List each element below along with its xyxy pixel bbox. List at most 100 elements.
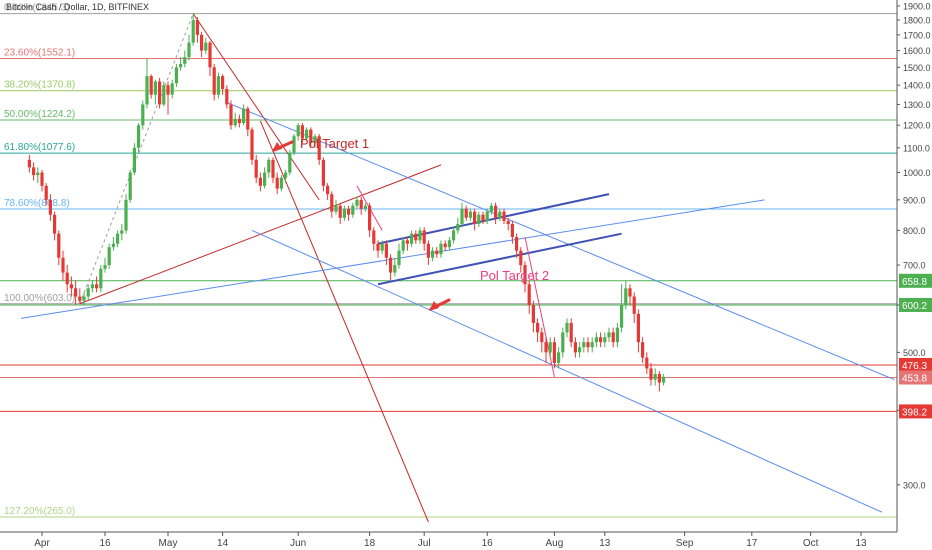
candle-body-88 xyxy=(397,250,401,266)
trendline-5 xyxy=(251,229,883,513)
candle-body-106 xyxy=(473,211,477,225)
candle-body-85 xyxy=(384,243,388,258)
x-tick-label-6: Jul xyxy=(418,538,431,549)
fib-label-0: 0.00%(1845.3) xyxy=(4,3,70,14)
y-tick-label-4: 700.0 xyxy=(903,261,926,271)
trendline-1 xyxy=(192,13,320,201)
candle-body-51 xyxy=(242,108,246,124)
candle-body-5 xyxy=(48,199,52,215)
candle-body-142 xyxy=(624,288,628,306)
candle-body-13 xyxy=(82,296,86,301)
y-tick-label-11: 1400.0 xyxy=(903,81,931,91)
candle-body-125 xyxy=(552,342,556,363)
candle-body-95 xyxy=(426,243,430,258)
candle-body-46 xyxy=(221,76,225,89)
annotation-pol-target-1: Pol Target 1 xyxy=(300,136,370,151)
candle-body-128 xyxy=(565,322,569,333)
candle-body-130 xyxy=(573,342,577,353)
fib-label-7: 127.20%(265.0) xyxy=(4,506,75,517)
candle-body-41 xyxy=(200,34,204,51)
axis-level-tag-label-4: 398.2 xyxy=(902,407,927,418)
candle-body-143 xyxy=(628,288,632,297)
candle-body-105 xyxy=(468,211,472,218)
candle-body-35 xyxy=(174,67,178,84)
x-tick-label-2: May xyxy=(159,538,178,549)
candle-body-121 xyxy=(536,322,540,333)
fib-label-5: 78.60%(868.8) xyxy=(4,198,70,209)
candle-body-63 xyxy=(292,136,296,153)
candle-body-133 xyxy=(586,342,590,348)
candle-body-86 xyxy=(389,257,393,273)
x-axis-layer: Apr 16 May 14 Jun 18 Jul 16 Aug 13 Sep 17 Oct 13 xyxy=(0,531,897,549)
y-tick-label-0: 300.0 xyxy=(903,480,926,490)
candle-body-92 xyxy=(414,233,418,241)
trendline-6 xyxy=(20,199,765,319)
candle-body-36 xyxy=(179,63,183,68)
y-tick-label-5: 800.0 xyxy=(903,226,926,236)
candle-body-110 xyxy=(489,205,493,212)
candle-body-76 xyxy=(347,208,351,215)
candle-body-100 xyxy=(447,240,451,248)
candle-body-94 xyxy=(422,230,426,244)
candle-body-26 xyxy=(137,125,141,148)
axis-level-tag-0 xyxy=(899,273,932,288)
candle-body-33 xyxy=(166,85,170,95)
candle-body-68 xyxy=(313,136,317,144)
axis-level-tag-1 xyxy=(899,297,932,312)
candle-body-108 xyxy=(481,214,485,221)
fib-label-2: 38.20%(1370.8) xyxy=(4,80,75,91)
candle-body-151 xyxy=(662,376,666,383)
x-tick-label-8: Aug xyxy=(546,538,564,549)
candle-body-8 xyxy=(61,257,65,273)
candle-body-150 xyxy=(657,373,661,383)
candle-body-61 xyxy=(284,172,288,178)
candle-body-49 xyxy=(233,118,237,126)
candle-body-97 xyxy=(435,250,439,255)
axis-level-tag-4 xyxy=(899,404,932,419)
y-tick-label-7: 1000.0 xyxy=(903,168,931,178)
candle-body-39 xyxy=(191,20,195,43)
candle-body-24 xyxy=(128,172,132,200)
candle-body-93 xyxy=(418,230,422,241)
candle-body-56 xyxy=(263,172,267,186)
candle-body-84 xyxy=(380,243,384,251)
annotation-arrowhead-1 xyxy=(429,301,439,311)
candle-body-146 xyxy=(641,342,645,358)
trendlines-layer xyxy=(20,13,895,523)
candle-body-23 xyxy=(124,199,128,231)
candle-body-132 xyxy=(582,342,586,348)
candle-body-54 xyxy=(254,159,258,178)
candle-body-145 xyxy=(636,313,640,343)
annotation-arrowhead-0 xyxy=(272,142,282,152)
x-tick-label-5: 18 xyxy=(364,538,376,549)
candle-body-20 xyxy=(111,243,115,248)
trendline-3 xyxy=(259,120,429,523)
candle-body-69 xyxy=(317,136,321,160)
candle-body-138 xyxy=(607,332,611,338)
candle-body-50 xyxy=(237,118,241,124)
candle-body-16 xyxy=(95,284,99,289)
y-tick-label-8: 1100.0 xyxy=(903,143,930,153)
fib-layer: 0.00%(1845.3) 23.60%(1552.1) 38.20%(1370.8… xyxy=(0,3,897,518)
candle-body-53 xyxy=(250,129,254,160)
y-tick-label-10: 1300.0 xyxy=(903,100,931,110)
candle-body-96 xyxy=(431,250,435,258)
candle-body-149 xyxy=(653,373,657,380)
candle-body-148 xyxy=(649,368,653,380)
x-tick-label-7: 16 xyxy=(482,538,494,549)
candle-body-118 xyxy=(523,265,527,285)
candle-body-65 xyxy=(300,125,304,139)
axis-level-tag-label-1: 600.2 xyxy=(902,301,927,312)
candle-body-2 xyxy=(36,172,40,176)
candle-body-62 xyxy=(288,152,292,173)
candle-body-109 xyxy=(485,211,489,221)
candle-body-7 xyxy=(57,233,61,258)
candle-body-81 xyxy=(368,205,372,231)
candle-body-83 xyxy=(376,243,380,251)
candle-body-122 xyxy=(540,332,544,343)
candle-body-113 xyxy=(502,211,506,221)
candle-body-45 xyxy=(216,76,220,95)
candle-body-99 xyxy=(443,243,447,248)
candle-body-71 xyxy=(326,185,330,195)
